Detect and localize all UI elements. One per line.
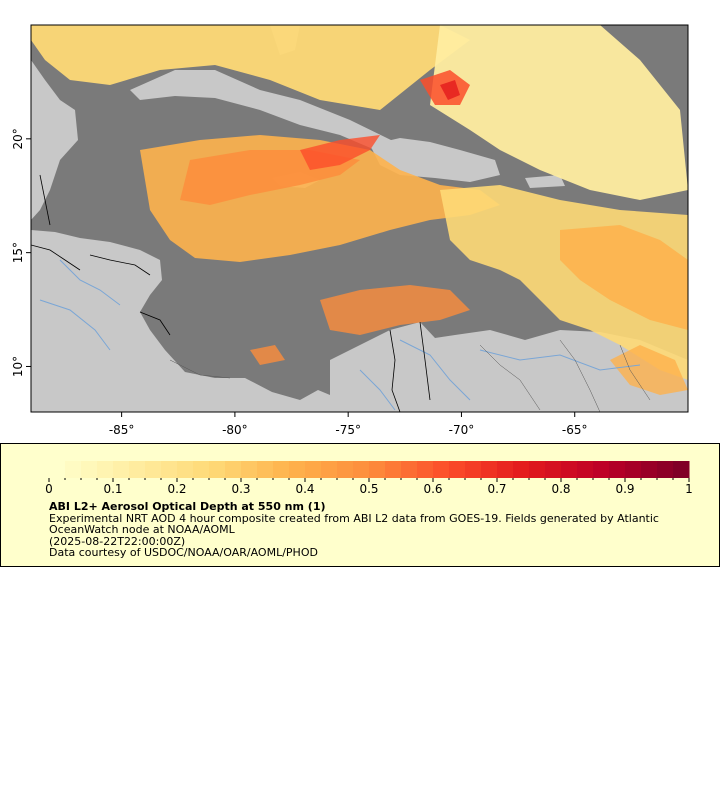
colorbar-bin <box>225 461 242 478</box>
colorbar-bin <box>513 461 530 478</box>
colorbar-bin <box>657 461 674 478</box>
rivers <box>39 259 641 411</box>
colorbar-tick-label: 0.3 <box>231 482 250 496</box>
y-tick-label: 20° <box>11 128 25 149</box>
colorbar-bin <box>257 461 274 478</box>
colorbar-bin <box>193 461 210 478</box>
legend-timestamp: (2025-08-22T22:00:00Z) <box>49 534 186 548</box>
colorbar-bin <box>385 461 402 478</box>
x-tick-label: -80° <box>222 423 248 437</box>
x-tick-label: -70° <box>449 423 475 437</box>
colorbar-bin <box>369 461 386 478</box>
land-south-america <box>330 322 688 412</box>
land-mexico <box>31 60 78 220</box>
land-puerto-rico <box>525 175 565 188</box>
colorbar-bin <box>625 461 642 478</box>
colorbar-bin <box>497 461 514 478</box>
colorbar-tick-label: 0.2 <box>167 482 186 496</box>
colorbar-bin <box>449 461 466 478</box>
admin-boundaries <box>169 339 651 412</box>
legend-description: Experimental NRT AOD 4 hour composite cr… <box>49 511 659 536</box>
colorbar-bin <box>481 461 498 478</box>
legend-title: ABI L2+ Aerosol Optical Depth at 550 nm … <box>49 500 326 513</box>
land-cuba <box>130 70 395 152</box>
colorbar-bin <box>209 461 226 478</box>
colorbar-bin <box>177 461 194 478</box>
aod-overlay <box>31 25 688 395</box>
colorbar-bin <box>241 461 258 478</box>
y-axis-ticks: 20° 15° 10° <box>11 128 31 377</box>
colorbar-bin <box>561 461 578 478</box>
colorbar-tick-label: 0.5 <box>359 482 378 496</box>
colorbar-tick-label: 0.6 <box>423 482 442 496</box>
colorbar-bin <box>273 461 290 478</box>
y-tick-label: 15° <box>11 242 25 263</box>
colorbar-bin <box>161 461 178 478</box>
colorbar-tick-label: 1 <box>685 482 693 496</box>
x-tick-label: -65° <box>562 423 588 437</box>
y-tick-label: 10° <box>11 356 25 377</box>
colorbar-bin <box>81 461 98 478</box>
colorbar-bin <box>577 461 594 478</box>
colorbar-bin <box>545 461 562 478</box>
colorbar-bin <box>641 461 658 478</box>
colorbar-bin <box>129 461 146 478</box>
x-tick-label: -85° <box>109 423 135 437</box>
colorbar-tick-label: 0.8 <box>551 482 570 496</box>
colorbar-bin <box>49 461 66 478</box>
colorbar-bin <box>337 461 354 478</box>
colorbar-bin <box>593 461 610 478</box>
country-borders <box>31 174 431 412</box>
colorbar-bin <box>529 461 546 478</box>
colorbar-bin <box>97 461 114 478</box>
colorbar-bin <box>113 461 130 478</box>
colorbar-bin <box>305 461 322 478</box>
colorbar-bin <box>673 461 690 478</box>
colorbar-tick-label: 0.1 <box>103 482 122 496</box>
map-frame <box>30 24 689 413</box>
legend-credit: Data courtesy of USDOC/NOAA/OAR/AOML/PHO… <box>49 546 318 559</box>
colorbar-tick-label: 0 <box>45 482 53 496</box>
legend-text: ABI L2+ Aerosol Optical Depth at 550 nm … <box>49 501 689 559</box>
colorbar-bin <box>289 461 306 478</box>
x-axis-ticks: -85° -80° -75° -70° -65° <box>109 412 588 437</box>
land-central-america <box>31 230 338 412</box>
colorbar-bin <box>433 461 450 478</box>
colorbar-bin <box>465 461 482 478</box>
colorbar-tick-label: 0.7 <box>487 482 506 496</box>
colorbar-bin <box>609 461 626 478</box>
colorbar-bin <box>417 461 434 478</box>
colorbar-tick-label: 0.4 <box>295 482 314 496</box>
aod-map: -85° -80° -75° -70° -65° 20° 15° 10° <box>11 24 689 437</box>
colorbar-bin <box>321 461 338 478</box>
colorbar-bin <box>401 461 418 478</box>
x-tick-label: -75° <box>335 423 361 437</box>
color-scale: 0 0.1 0.2 0.3 0.4 0.5 0.6 0.7 0.8 0.9 1 <box>45 461 693 496</box>
colorbar-tick-label: 0.9 <box>615 482 634 496</box>
colorbar-bin <box>353 461 370 478</box>
legend-panel: 0 0.1 0.2 0.3 0.4 0.5 0.6 0.7 0.8 0.9 1 ABI L2+ Ae… <box>0 443 720 567</box>
colorbar-bin <box>65 461 82 478</box>
colorbar-bin <box>145 461 162 478</box>
